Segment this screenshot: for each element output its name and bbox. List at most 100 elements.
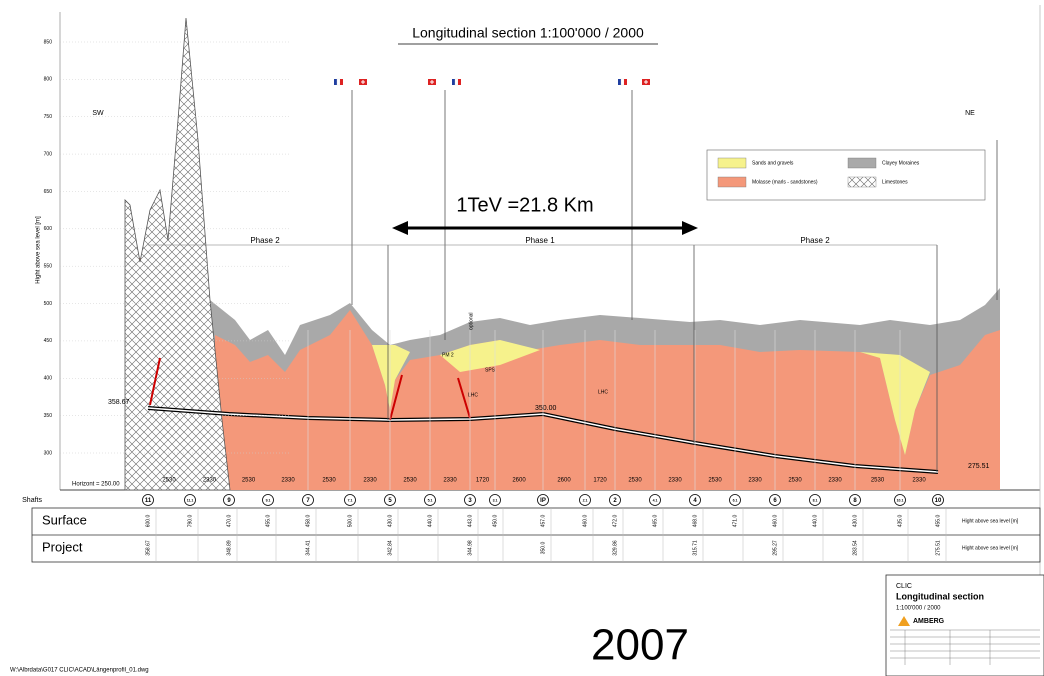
span-label: 1TeV =21.8 Km [456, 194, 593, 216]
table-value: 315.71 [692, 540, 698, 556]
table-value: 440.0 [812, 515, 818, 528]
side-label: SW [92, 110, 104, 117]
table-value: 275.51 [935, 540, 941, 556]
distance-label: 2530 [708, 478, 722, 484]
shaft-id: 8.1 [813, 498, 818, 502]
distance-label: 2530 [628, 478, 642, 484]
y-tick-label: 800 [44, 77, 53, 83]
phase-label: Phase 1 [525, 236, 555, 245]
shaft-id: 11.1 [187, 498, 194, 502]
table-value: 455.0 [935, 515, 941, 528]
table-value: 600.0 [145, 515, 151, 528]
distance-label: 2600 [557, 478, 571, 484]
table-value: 344.41 [305, 540, 311, 556]
y-tick-label: 700 [44, 151, 53, 157]
distance-label: 2330 [281, 478, 295, 484]
block-scale: 1:100'000 / 2000 [896, 606, 941, 612]
y-tick-label: 350 [44, 413, 53, 419]
legend-label: Clayey Moraines [882, 160, 920, 166]
legend-swatch [718, 177, 746, 187]
table-value: 465.0 [652, 515, 658, 528]
table-value: 500.0 [347, 515, 353, 528]
table-value: 472.0 [612, 515, 618, 528]
drawing: Longitudinal section 1:100'000 / 2000 Hi… [0, 0, 1044, 676]
shaft-id: 10.1 [897, 498, 904, 502]
legend-swatch [718, 158, 746, 168]
y-tick-label: 550 [44, 264, 53, 270]
elevation-label: 275.51 [968, 463, 990, 470]
side-label: NE [965, 110, 975, 117]
legend-label: Sands and gravels [752, 160, 794, 166]
table-value: 468.0 [692, 515, 698, 528]
legend-label: Limestones [882, 179, 908, 185]
phase-label: Phase 2 [250, 236, 280, 245]
table-value: 457.0 [540, 515, 546, 528]
year: 2007 [591, 621, 689, 670]
y-tick-label: 600 [44, 226, 53, 232]
shaft-id: 10 [935, 498, 942, 504]
shaft-id: 9.1 [266, 498, 271, 502]
shaft-id: 7.1 [348, 498, 353, 502]
shaft-id: 3.1 [493, 498, 498, 502]
legend-swatch [848, 158, 876, 168]
table-value: 450.0 [492, 515, 498, 528]
distance-label: 1720 [476, 478, 490, 484]
distance-label: 2530 [788, 478, 802, 484]
block-title: Longitudinal section [896, 591, 984, 601]
table-value: 790.0 [187, 515, 193, 528]
table-value: 460.0 [582, 515, 588, 528]
distance-label: 2330 [912, 478, 926, 484]
block-company: AMBERG [913, 618, 945, 625]
y-tick-label: 650 [44, 189, 53, 195]
shaft-id: 6.1 [733, 498, 738, 502]
distance-label: 2530 [162, 478, 176, 484]
table-value: 430.0 [852, 515, 858, 528]
y-tick-label: 500 [44, 301, 53, 307]
file-path: W:\Albrdata\G017 CLIC\ACAD\Längenprofil_… [10, 668, 149, 674]
distance-label: 2330 [443, 478, 457, 484]
shaft-id: 4.1 [653, 498, 658, 502]
title-block [886, 575, 1044, 676]
table-value: 458.0 [305, 515, 311, 528]
distance-label: 2330 [828, 478, 842, 484]
shafts-label: Shafts [22, 497, 42, 504]
distance-label: 2530 [322, 478, 336, 484]
table-value: 342.84 [387, 540, 393, 556]
distance-label: 2330 [363, 478, 377, 484]
distance-label: 2330 [748, 478, 762, 484]
phase-label: Phase 2 [800, 236, 830, 245]
y-axis-label: Hight above sea level [m] [36, 216, 42, 284]
table-value: 430.0 [387, 515, 393, 528]
row-label: Project [42, 539, 83, 554]
table-value: 455.0 [265, 515, 271, 528]
table-value: 348.89 [226, 540, 232, 556]
distance-label: 1720 [593, 478, 607, 484]
table-value: 295.27 [772, 540, 778, 556]
y-tick-label: 850 [44, 39, 53, 45]
y-tick-label: 300 [44, 450, 53, 456]
table-value: 443.0 [467, 515, 473, 528]
annotation: LHC [598, 389, 608, 395]
table-value: 344.98 [467, 540, 473, 556]
block-project: CLIC [896, 583, 912, 590]
shaft-id: 2.1 [583, 498, 588, 502]
annotation: LHC [468, 392, 478, 398]
shaft-id: IP [540, 498, 546, 504]
row-unit: Hight above sea level [m] [962, 545, 1019, 551]
table-value: 460.0 [772, 515, 778, 528]
table-value: 358.67 [145, 540, 151, 556]
distance-label: 2530 [403, 478, 417, 484]
annotation: optional [468, 312, 474, 330]
legend-swatch [848, 177, 876, 187]
horizon-label: Horizont = 250.00 [72, 482, 120, 488]
annotation: SPS [485, 367, 496, 373]
annotation: PM 2 [442, 352, 454, 358]
table-value: 350.0 [540, 542, 546, 555]
table-value: 283.54 [852, 540, 858, 556]
elevation-label: 350.00 [535, 405, 557, 412]
distance-label: 2600 [512, 478, 526, 484]
y-tick-label: 400 [44, 376, 53, 382]
row-unit: Hight above sea level [m] [962, 518, 1019, 524]
legend-box [707, 150, 985, 200]
elevation-label: 358.67 [108, 399, 130, 406]
